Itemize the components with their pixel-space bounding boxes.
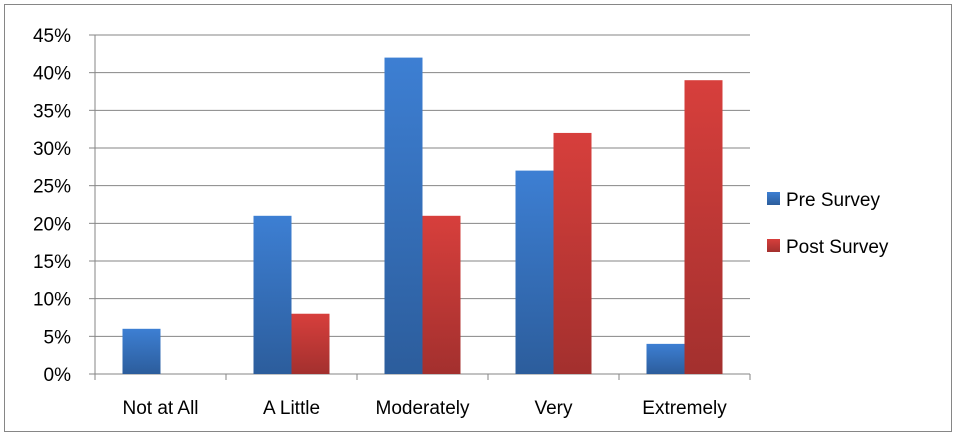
- x-axis-tick-labels: Not at All A Little Moderately Very Extremel…: [122, 398, 727, 419]
- legend-label: Pre Survey: [786, 190, 880, 211]
- y-tick-label: 20%: [33, 214, 71, 235]
- x-tick-label: A Little: [263, 398, 320, 419]
- bar-post-survey-very: [553, 132, 592, 374]
- y-tick-label: 0%: [44, 365, 72, 386]
- y-tick-label: 40%: [33, 64, 71, 85]
- legend-label: Post Survey: [786, 237, 889, 258]
- bar-pre-survey-moderately: [384, 57, 423, 374]
- y-tick-label: 25%: [33, 177, 71, 198]
- bar-post-survey-moderately: [422, 215, 461, 374]
- x-tick-label: Extremely: [642, 398, 727, 419]
- y-tick-label: 5%: [44, 327, 72, 348]
- legend: Pre Survey Post Survey: [767, 190, 889, 258]
- x-tick-label: Very: [534, 398, 573, 419]
- bar-pre-survey-very: [515, 170, 554, 374]
- y-tick-label: 30%: [33, 139, 71, 160]
- legend-swatch-pre-survey: [767, 192, 780, 205]
- legend-swatch-post-survey: [767, 239, 780, 252]
- x-tick-label: Moderately: [376, 398, 470, 419]
- bar-pre-survey-not-at-all: [122, 328, 161, 374]
- chart-frame: [4, 4, 952, 432]
- x-tick-label: Not at All: [122, 398, 198, 419]
- y-tick-label: 10%: [33, 290, 71, 311]
- y-tick-label: 45%: [33, 26, 71, 47]
- bar-pre-survey-extremely: [646, 343, 685, 374]
- bar-pre-survey-a-little: [253, 215, 292, 374]
- bar-post-survey-extremely: [684, 80, 723, 374]
- y-tick-label: 35%: [33, 101, 71, 122]
- y-axis-tick-labels: 0% 5% 10% 15% 20% 25% 30% 35% 40% 45%: [33, 26, 71, 386]
- bars: [122, 57, 723, 374]
- bar-post-survey-a-little: [291, 313, 330, 374]
- y-tick-label: 15%: [33, 252, 71, 273]
